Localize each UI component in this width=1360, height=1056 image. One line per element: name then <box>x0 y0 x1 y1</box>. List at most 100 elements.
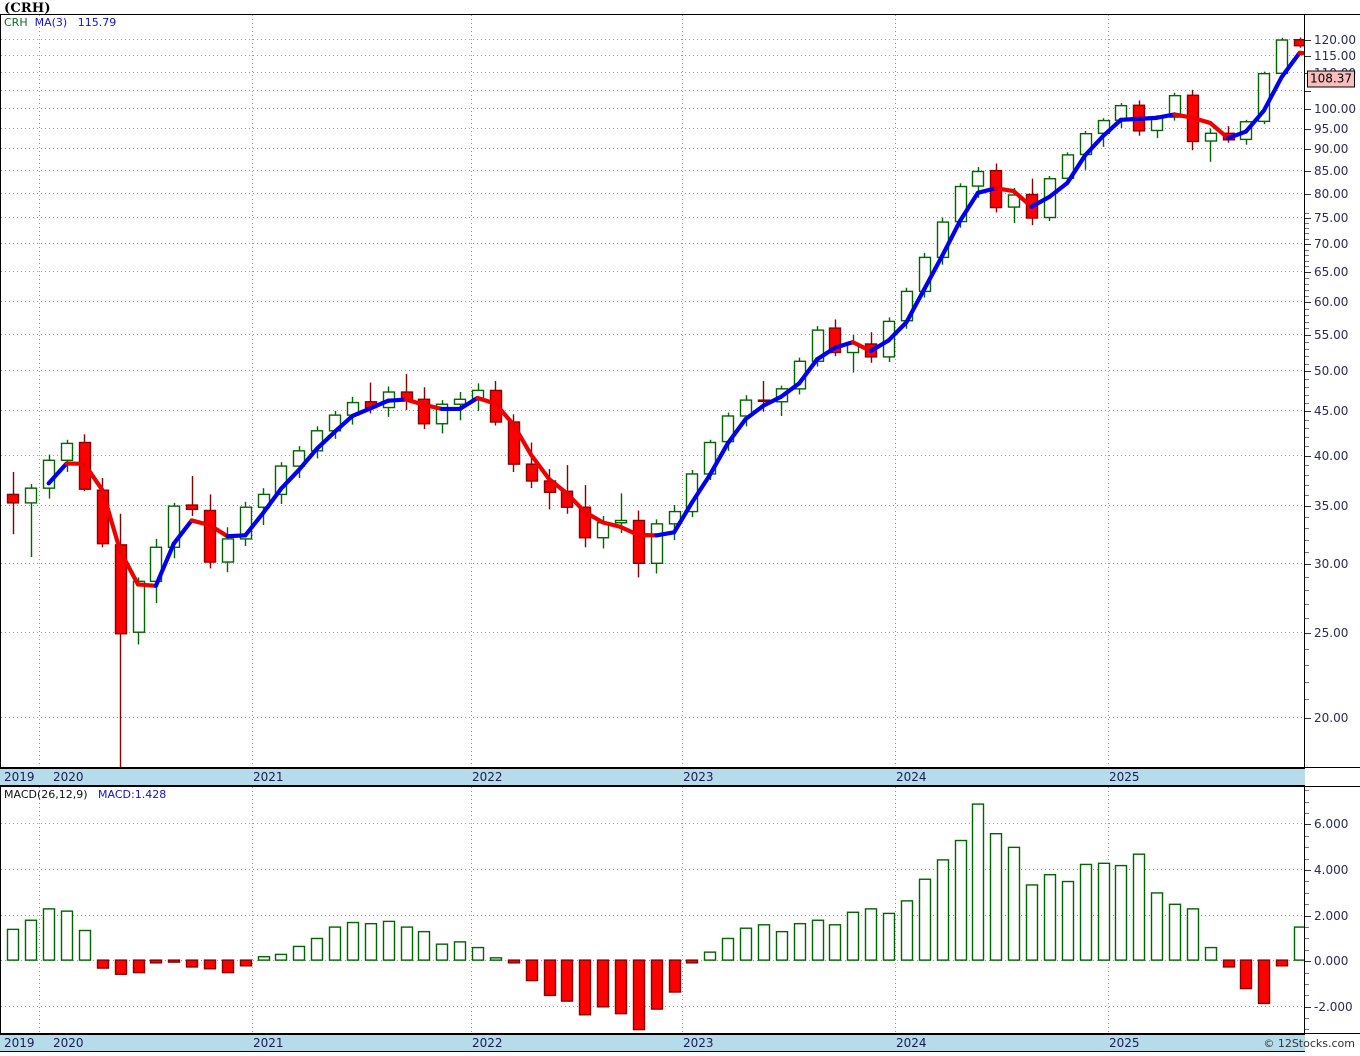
macd-axis-tick <box>1305 915 1311 917</box>
price-axis-minor-tick <box>1305 428 1309 430</box>
price-axis-minor-tick <box>1305 328 1309 330</box>
macd-axis: 6.000 4.000 2.000 0.000 -2.000 <box>1305 786 1360 1034</box>
price-axis-tick <box>1305 244 1311 246</box>
macd-plot <box>1 787 1304 1033</box>
price-axis-tick <box>1305 411 1311 413</box>
price-axis-tick <box>1305 506 1311 508</box>
price-chart-panel[interactable] <box>0 14 1305 768</box>
price-axis-tick <box>1305 56 1311 58</box>
price-axis-tick <box>1305 335 1311 337</box>
price-axis-minor-tick <box>1305 249 1309 251</box>
price-axis-minor-tick <box>1305 356 1309 358</box>
macd-axis-minor-tick <box>1305 801 1309 803</box>
price-axis-label: 20.00 <box>1314 710 1349 725</box>
price-axis-minor-tick <box>1305 255 1309 257</box>
date-axis-label: 2021 <box>253 1036 284 1050</box>
macd-axis-label: 4.000 <box>1314 863 1349 877</box>
macd-axis-minor-tick <box>1305 790 1309 792</box>
macd-axis-label: -2.000 <box>1314 999 1353 1014</box>
price-axis-tick <box>1305 218 1311 219</box>
price-axis-tick <box>1305 149 1311 151</box>
watermark: © 12Stocks.com <box>1263 1037 1355 1050</box>
date-axis-label: 2019 <box>4 770 35 784</box>
price-axis-tick <box>1305 109 1311 111</box>
macd-axis-tick <box>1305 961 1311 963</box>
macd-axis-minor-tick <box>1305 892 1309 894</box>
price-axis-tick <box>1305 564 1311 566</box>
price-axis-minor-tick <box>1305 604 1309 606</box>
date-axis-label: 2022 <box>472 1036 503 1050</box>
last-price-tag: 108.37 <box>1307 70 1355 88</box>
macd-axis-minor-tick <box>1305 904 1309 906</box>
price-axis-minor-tick <box>1305 296 1309 298</box>
price-axis-minor-tick <box>1305 681 1309 683</box>
macd-axis-minor-tick <box>1305 983 1309 985</box>
price-axis-minor-tick <box>1305 266 1309 268</box>
price-axis-tick <box>1305 272 1311 274</box>
macd-axis-minor-tick <box>1305 1029 1309 1031</box>
price-axis-minor-tick <box>1305 223 1309 225</box>
price-axis-minor-tick <box>1305 378 1309 380</box>
price-axis-minor-tick <box>1305 516 1309 518</box>
date-axis-label: 2025 <box>1109 1036 1140 1050</box>
price-axis-minor-tick <box>1305 238 1309 240</box>
price-axis-minor-tick <box>1305 419 1309 421</box>
price-axis-label: 120.00 <box>1314 33 1356 48</box>
price-axis-label: 65.00 <box>1314 265 1349 280</box>
price-axis-minor-tick <box>1305 474 1309 476</box>
macd-chart-panel[interactable] <box>0 786 1305 1034</box>
price-axis-minor-tick <box>1305 699 1309 701</box>
price-axis-tick <box>1305 633 1311 635</box>
price-axis-minor-tick <box>1305 437 1309 439</box>
price-axis-minor-tick <box>1305 233 1309 235</box>
date-axis-top: 2019 2020 2021 2022 2023 2024 2025 <box>0 768 1305 786</box>
price-axis-minor-tick <box>1305 363 1309 365</box>
legend-ma-value: 115.79 <box>77 16 117 29</box>
price-axis-minor-tick <box>1305 260 1309 262</box>
price-axis-label: 75.00 <box>1314 211 1349 225</box>
legend-macd-value: MACD:1.428 <box>98 788 167 801</box>
price-axis: 108.37 120.00115.00110.00105.00100.0095.… <box>1305 14 1360 768</box>
macd-axis-minor-tick <box>1305 949 1309 951</box>
date-axis-label: 2019 <box>4 1036 35 1050</box>
macd-axis-label: 0.000 <box>1314 954 1349 969</box>
price-axis-minor-tick <box>1305 528 1309 530</box>
price-axis-minor-tick <box>1305 618 1309 620</box>
date-axis-label: 2025 <box>1109 770 1140 784</box>
date-axis-label: 2024 <box>896 770 927 784</box>
price-axis-tick <box>1305 455 1311 457</box>
macd-axis-minor-tick <box>1305 813 1309 815</box>
price-axis-minor-tick <box>1305 446 1309 448</box>
price-axis-label: 100.00 <box>1314 102 1356 117</box>
price-axis-minor-tick <box>1305 228 1309 230</box>
price-axis-tick <box>1305 302 1311 304</box>
price-axis-minor-tick <box>1305 308 1309 310</box>
price-axis-minor-tick <box>1305 648 1309 650</box>
macd-axis-minor-tick <box>1305 972 1309 974</box>
price-axis-label: 85.00 <box>1314 163 1349 178</box>
price-axis-label: 35.00 <box>1314 499 1349 514</box>
price-axis-tick <box>1305 717 1311 719</box>
macd-axis-tick <box>1305 1006 1311 1008</box>
macd-axis-label: 2.000 <box>1314 908 1349 923</box>
macd-axis-tick <box>1305 824 1311 826</box>
macd-axis-minor-tick <box>1305 881 1309 883</box>
price-axis-minor-tick <box>1305 495 1309 497</box>
price-axis-minor-tick <box>1305 590 1309 592</box>
price-axis-minor-tick <box>1305 213 1309 214</box>
price-axis-minor-tick <box>1305 551 1309 553</box>
price-axis-label: 60.00 <box>1314 295 1349 310</box>
date-axis-bottom: 2019 2020 2021 2022 2023 2024 2025 <box>0 1034 1305 1052</box>
macd-axis-minor-tick <box>1305 858 1309 860</box>
price-axis-tick <box>1305 40 1311 42</box>
legend-ma-label: MA(3) <box>34 16 68 29</box>
macd-axis-tick <box>1305 870 1311 871</box>
price-axis-minor-tick <box>1305 465 1309 467</box>
price-axis-minor-tick <box>1305 577 1309 579</box>
price-axis-minor-tick <box>1305 485 1309 487</box>
price-axis-label: 30.00 <box>1314 557 1349 572</box>
price-axis-label: 115.00 <box>1314 49 1356 64</box>
date-axis-label: 2024 <box>896 1036 927 1050</box>
date-axis-label: 2020 <box>53 1036 84 1050</box>
